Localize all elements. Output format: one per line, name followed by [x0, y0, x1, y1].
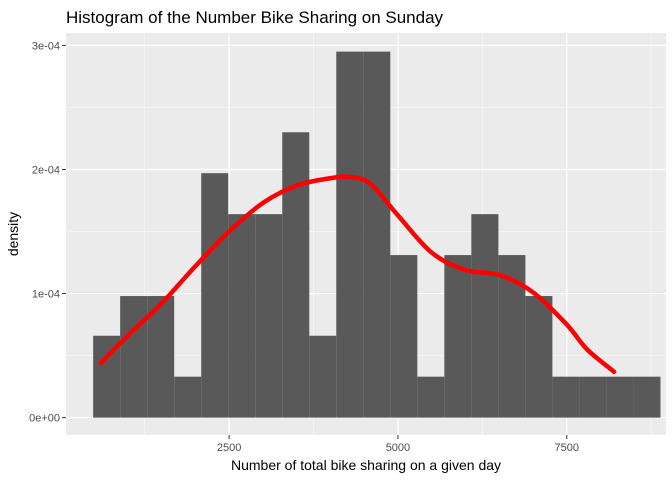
histogram-bar-14 — [471, 214, 499, 418]
x-tick-label-2: 7500 — [555, 442, 579, 454]
histogram-bar-13 — [444, 255, 472, 418]
histogram-bar-12 — [417, 376, 445, 418]
histogram-bar-19 — [606, 376, 634, 418]
histogram-bars — [93, 51, 661, 418]
y-tick-label-3: 3e-04 — [32, 40, 60, 52]
x-axis: 2500 5000 7500 — [217, 435, 579, 454]
histogram-bar-11 — [390, 255, 418, 418]
histogram-bar-4 — [201, 173, 229, 418]
x-tick-label-0: 2500 — [217, 442, 241, 454]
y-axis: 0e+00 1e-04 2e-04 3e-04 — [29, 40, 66, 425]
y-tick-label-2: 2e-04 — [32, 164, 60, 176]
density-curve — [98, 174, 617, 374]
histogram-bar-20 — [633, 376, 661, 418]
histogram-bar-6 — [255, 214, 283, 418]
histogram-bar-10 — [363, 51, 391, 418]
histogram-bar-5 — [228, 214, 256, 418]
histogram-bar-3 — [174, 376, 202, 418]
chart-title: Histogram of the Number Bike Sharing on … — [66, 8, 444, 27]
histogram-bar-1 — [120, 296, 148, 418]
histogram-bar-18 — [579, 376, 607, 418]
histogram-bar-9 — [336, 51, 364, 418]
x-axis-title: Number of total bike sharing on a given … — [231, 457, 501, 473]
histogram-bar-17 — [552, 376, 580, 418]
y-tick-label-1: 1e-04 — [32, 289, 60, 301]
y-axis-title: density — [5, 212, 21, 256]
histogram-bar-8 — [309, 335, 337, 418]
y-tick-label-0: 0e+00 — [29, 413, 60, 425]
x-tick-label-1: 5000 — [386, 442, 410, 454]
histogram-bar-7 — [282, 132, 310, 418]
histogram-bar-16 — [525, 296, 553, 418]
